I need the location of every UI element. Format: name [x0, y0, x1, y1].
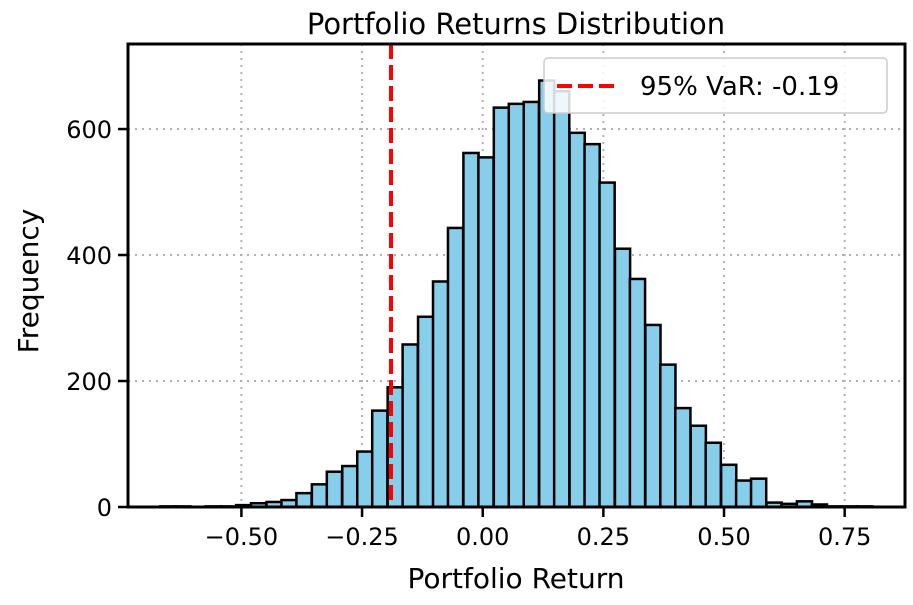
histogram-bar: [462, 151, 480, 509]
histogram-bar: [431, 280, 450, 509]
histogram-bar: [749, 477, 768, 509]
histogram-bar: [416, 315, 435, 509]
x-tick-label: 0.75: [818, 523, 871, 551]
histogram-bar: [689, 424, 708, 509]
histogram-bar: [598, 181, 616, 509]
histogram-bar: [295, 491, 313, 509]
histogram-bar: [659, 363, 677, 509]
x-tick-label: 0.00: [456, 523, 509, 551]
chart-title: Portfolio Returns Distribution: [307, 7, 725, 41]
histogram-bar: [507, 102, 526, 509]
histogram-bar: [446, 226, 465, 509]
histogram-bar: [628, 277, 647, 509]
x-tick-label: 0.25: [577, 523, 630, 551]
histogram-bar: [522, 100, 541, 509]
y-axis-label: Frequency: [12, 209, 45, 354]
y-tick-label: 400: [66, 242, 112, 270]
y-tick-label: 0: [97, 494, 112, 522]
x-axis-label: Portfolio Return: [408, 562, 625, 595]
histogram-bar: [613, 247, 632, 509]
histogram-bar: [734, 479, 753, 509]
histogram-bar: [568, 131, 586, 509]
histogram-bar: [370, 409, 389, 509]
histogram-bar: [355, 450, 374, 509]
y-tick-label: 600: [66, 116, 112, 144]
histogram-bar: [492, 106, 511, 509]
histogram-bar: [401, 343, 420, 509]
histogram-bar: [477, 156, 495, 509]
histogram-bar: [552, 89, 571, 509]
y-tick-label: 200: [66, 368, 112, 396]
y-ticks: 0 200 400 600: [66, 116, 128, 522]
histogram-bar: [644, 323, 662, 509]
histogram-bar: [674, 406, 692, 509]
histogram-bar: [583, 142, 601, 509]
x-tick-label: 0.50: [697, 523, 750, 551]
histogram-bar: [537, 79, 556, 509]
x-tick-label: −0.25: [325, 523, 399, 551]
legend-label-var: 95% VaR: -0.19: [640, 72, 839, 102]
legend: 95% VaR: -0.19: [543, 57, 888, 114]
x-tick-label: −0.50: [205, 523, 279, 551]
histogram-bar: [719, 463, 738, 509]
histogram-bar: [341, 464, 359, 509]
histogram-bar: [325, 470, 344, 509]
x-ticks: −0.50 −0.25 0.00 0.25 0.50 0.75: [205, 507, 871, 551]
histogram-bars: [159, 79, 874, 509]
axes: [126, 42, 907, 509]
legend-box: [543, 57, 888, 114]
histogram-bar: [310, 483, 329, 509]
plot-frame: [126, 42, 907, 509]
histogram-bar: [704, 441, 723, 509]
